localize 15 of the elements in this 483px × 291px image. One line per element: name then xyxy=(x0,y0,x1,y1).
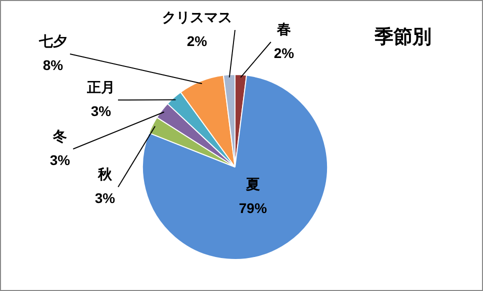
data-label: 3% xyxy=(94,190,116,206)
text: 季節別 xyxy=(374,26,432,48)
data-label: 79% xyxy=(238,200,268,216)
slice-label: 秋 xyxy=(97,166,113,182)
data-label: 8% xyxy=(42,56,64,73)
data-label: 3% xyxy=(90,102,112,119)
slice-label: 冬 xyxy=(52,128,67,144)
data-label: 3% xyxy=(50,152,71,168)
data-label: 2% xyxy=(186,32,208,49)
slice-label: クリスマス xyxy=(162,8,232,25)
slice-label: 夏 xyxy=(244,176,260,192)
slice-label: 七夕 xyxy=(38,32,67,49)
data-label: 2% xyxy=(274,44,295,61)
slice-label: 春 xyxy=(276,20,291,37)
slice-label: 正月 xyxy=(86,78,115,95)
